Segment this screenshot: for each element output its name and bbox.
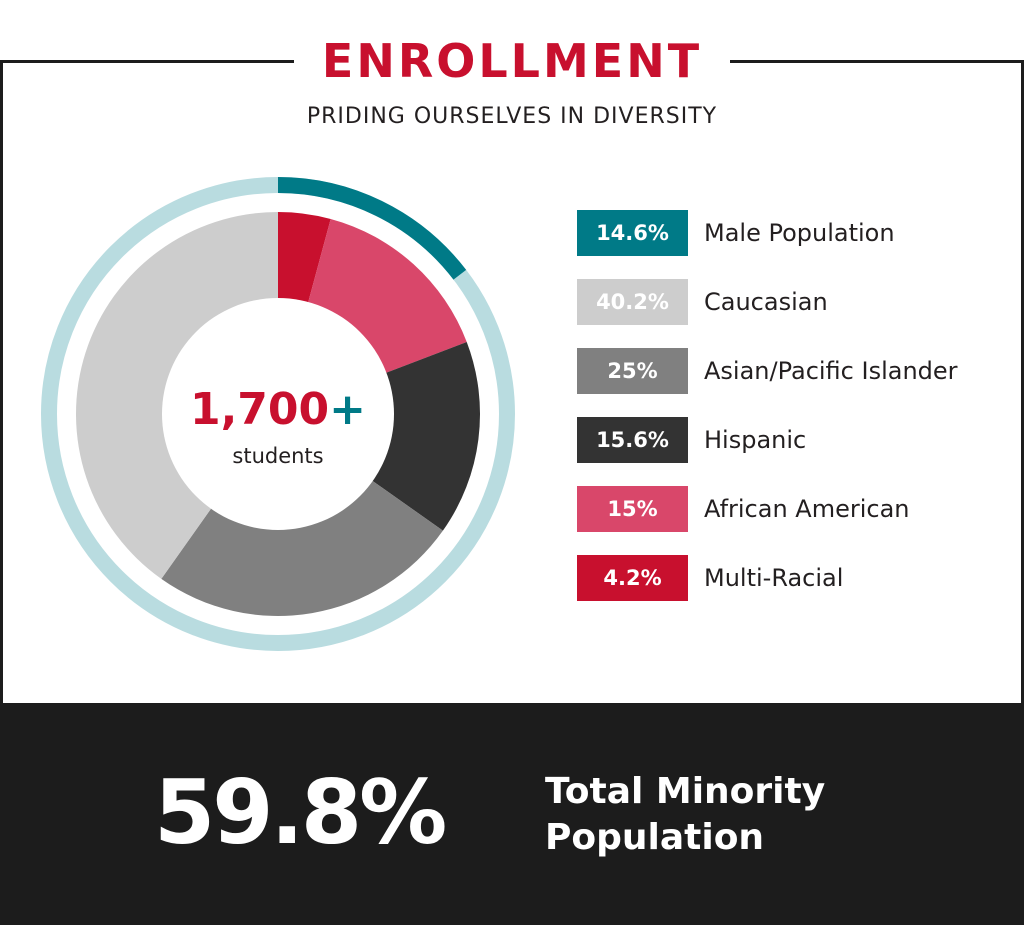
legend-item-hispanic: 15.6% Hispanic [577,417,997,463]
legend-item-male: 14.6% Male Population [577,210,997,256]
donut-hole [162,298,394,530]
center-count-number: 1,700 [190,384,329,435]
legend-label: Male Population [704,219,895,247]
summary-banner: 59.8% Total Minority Population [0,703,1024,925]
legend-item-caucasian: 40.2% Caucasian [577,279,997,325]
center-unit: students [232,444,323,468]
total-minority-value: 59.8% [154,761,447,864]
page-subtitle: PRIDING OURSELVES IN DIVERSITY [306,104,718,129]
legend-badge: 40.2% [577,279,688,325]
legend-label: Caucasian [704,288,828,316]
legend-label: Asian/Pacific Islander [704,357,958,385]
legend-badge: 4.2% [577,555,688,601]
center-count: 1,700+ [190,384,366,435]
legend-label: African American [704,495,910,523]
page-title: ENROLLMENT [293,30,731,92]
title-wrap: ENROLLMENT [0,30,1024,92]
legend-item-multi-racial: 4.2% Multi-Racial [577,555,997,601]
enrollment-donut-chart: 1,700+ students [41,177,515,651]
legend-item-african-american: 15% African American [577,486,997,532]
legend-badge: 15.6% [577,417,688,463]
legend-badge: 15% [577,486,688,532]
legend-label: Multi-Racial [704,564,844,592]
outer-ring-arc-male-population [277,177,467,280]
legend-badge: 14.6% [577,210,688,256]
total-minority-label: Total Minority Population [545,771,826,858]
legend-badge: 25% [577,348,688,394]
legend-item-asian-pacific-islander: 25% Asian/Pacific Islander [577,348,997,394]
outer-ring-layer [41,177,515,651]
legend-label: Hispanic [704,426,807,454]
center-count-plus: + [329,384,366,435]
